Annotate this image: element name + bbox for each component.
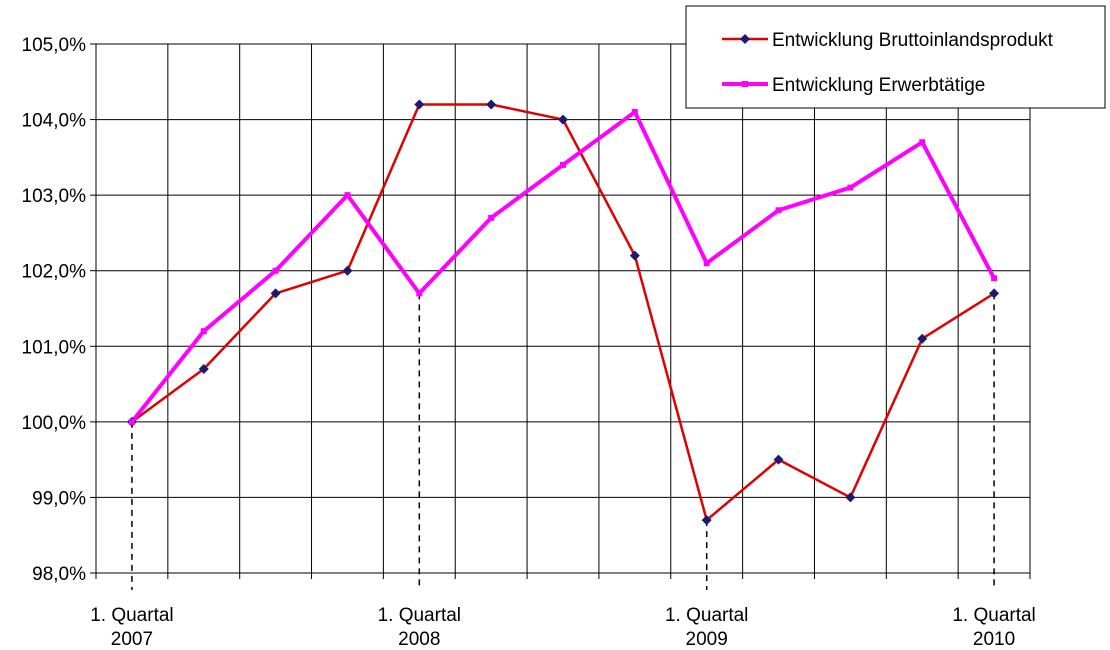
x-tick-label-line2: 2009 bbox=[686, 629, 728, 650]
axes bbox=[90, 43, 1031, 579]
data-point-employment bbox=[991, 275, 998, 282]
data-point-gdp bbox=[414, 99, 425, 110]
data-point-gdp bbox=[773, 454, 784, 465]
y-tick-label: 102,0% bbox=[22, 262, 87, 283]
data-point-gdp bbox=[342, 265, 353, 276]
x-tick-label-line1: 1. Quartal bbox=[378, 605, 461, 626]
data-point-gdp bbox=[701, 515, 712, 526]
x-tick-label-line1: 1. Quartal bbox=[665, 605, 748, 626]
legend-marker-gdp bbox=[740, 34, 750, 44]
x-tick-label-line1: 1. Quartal bbox=[952, 605, 1035, 626]
x-tick-label-line1: 1. Quartal bbox=[90, 605, 173, 626]
data-point-employment bbox=[775, 207, 782, 214]
data-point-employment bbox=[919, 139, 926, 146]
y-axis-tick-labels: 98,0% 99,0% 100,0% 101,0% 102,0% 103,0% 104,0%… bbox=[22, 35, 87, 585]
legend-marker-employment bbox=[742, 81, 748, 87]
x-tick-label-line2: 2007 bbox=[111, 629, 153, 650]
series-group bbox=[126, 99, 1000, 526]
y-tick-label: 101,0% bbox=[22, 337, 87, 358]
x-tick-label-line2: 2008 bbox=[398, 629, 440, 650]
legend-box bbox=[685, 5, 1106, 109]
legend: Entwicklung Bruttoinlandsprodukt Entwick… bbox=[685, 5, 1106, 109]
data-point-employment bbox=[488, 214, 495, 221]
data-point-employment bbox=[344, 192, 351, 199]
y-tick-label: 98,0% bbox=[32, 564, 86, 585]
data-point-gdp bbox=[198, 363, 209, 374]
series-line-employment bbox=[130, 110, 996, 424]
data-point-gdp bbox=[989, 288, 1000, 299]
data-point-employment bbox=[128, 418, 135, 425]
vertical-gridlines bbox=[167, 44, 959, 573]
data-point-employment bbox=[703, 260, 710, 267]
data-point-gdp bbox=[917, 333, 928, 344]
data-point-employment bbox=[631, 109, 638, 116]
data-point-gdp bbox=[486, 99, 497, 110]
y-tick-label: 103,0% bbox=[22, 186, 87, 207]
x-axis-tick-labels: 1. Quartal 2007 1. Quartal 2008 1. Quartal 20… bbox=[90, 605, 1036, 650]
data-point-employment bbox=[847, 184, 854, 191]
data-point-employment bbox=[560, 161, 566, 168]
dropdown-lines bbox=[131, 293, 995, 590]
data-point-gdp bbox=[845, 492, 856, 503]
data-point-gdp bbox=[558, 114, 568, 125]
data-point-gdp bbox=[270, 288, 281, 299]
y-tick-label: 104,0% bbox=[22, 111, 87, 132]
data-point-employment bbox=[200, 328, 207, 335]
data-point-employment bbox=[416, 290, 423, 297]
legend-label-gdp: Entwicklung Bruttoinlandsprodukt bbox=[772, 30, 1054, 51]
y-tick-label: 99,0% bbox=[32, 488, 86, 509]
data-point-employment bbox=[272, 267, 279, 274]
y-tick-label: 105,0% bbox=[22, 35, 87, 56]
x-tick-label-line2: 2010 bbox=[973, 629, 1015, 650]
data-point-gdp bbox=[629, 250, 640, 261]
y-tick-label: 100,0% bbox=[22, 413, 87, 434]
legend-label-employment: Entwicklung Erwerbtätige bbox=[772, 75, 985, 96]
